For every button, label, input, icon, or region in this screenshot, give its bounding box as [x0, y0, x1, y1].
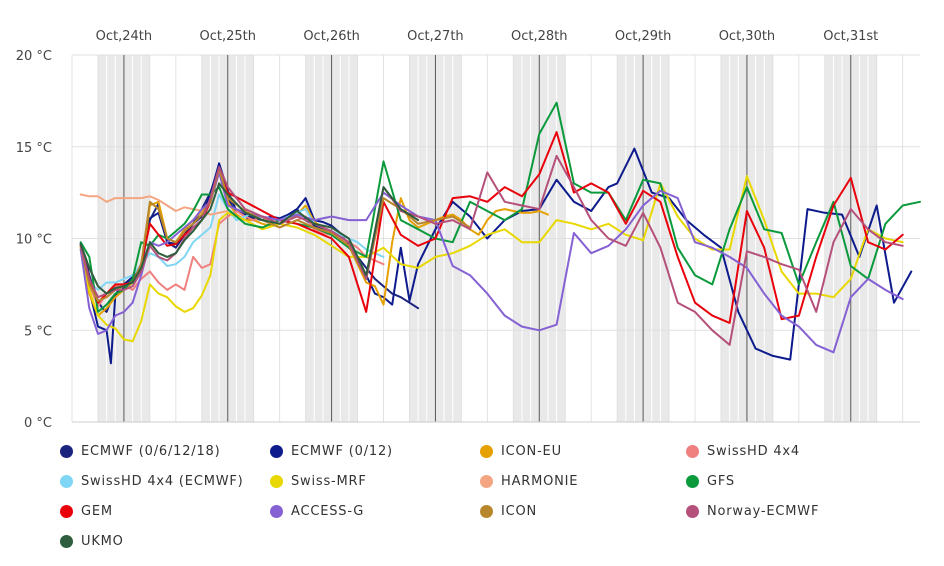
- legend-label: Norway-ECMWF: [707, 503, 820, 519]
- x-tick-label: Oct,26th: [303, 29, 360, 44]
- legend-color-dot: [270, 474, 283, 488]
- legend-color-dot: [60, 534, 73, 548]
- legend-item[interactable]: UKMO: [60, 530, 124, 552]
- legend-color-dot: [270, 444, 283, 458]
- x-tick-label: Oct,28th: [511, 29, 568, 44]
- y-tick-label: 0 °C: [24, 416, 52, 430]
- temperature-chart: 0 °C 5 °C 10 °C 15 °C 20 °C Oct,24th Oct,25th…: [16, 29, 921, 430]
- x-tick-label: Oct,24th: [96, 29, 153, 44]
- legend-item[interactable]: ICON-EU: [480, 440, 562, 462]
- x-tick-label: Oct,31st: [823, 29, 878, 44]
- legend-color-dot: [686, 504, 699, 518]
- legend-color-dot: [270, 504, 283, 518]
- legend-label: UKMO: [81, 533, 124, 549]
- legend-label: HARMONIE: [501, 473, 579, 489]
- y-tick-label: 20 °C: [16, 49, 52, 64]
- series-lines: [79, 101, 921, 365]
- legend-label: ICON: [501, 503, 538, 519]
- legend-color-dot: [60, 504, 73, 518]
- legend-item[interactable]: ACCESS-G: [270, 500, 364, 522]
- y-tick-label: 15 °C: [16, 141, 52, 156]
- legend-label: GEM: [81, 503, 113, 519]
- legend-item[interactable]: GFS: [686, 470, 735, 492]
- legend-color-dot: [60, 444, 73, 458]
- legend-label: GFS: [707, 473, 735, 489]
- legend-color-dot: [480, 444, 493, 458]
- legend-color-dot: [686, 444, 699, 458]
- y-tick-label: 10 °C: [16, 233, 52, 248]
- legend-label: ECMWF (0/6/12/18): [81, 443, 221, 459]
- legend-item[interactable]: ICON: [480, 500, 537, 522]
- x-tick-label: Oct,27th: [407, 29, 464, 44]
- series-line-ukmo: [79, 182, 420, 295]
- legend-item[interactable]: Norway-ECMWF: [686, 500, 819, 522]
- legend-label: Swiss-MRF: [291, 473, 367, 489]
- legend-label: ICON-EU: [501, 443, 562, 459]
- legend-label: SwissHD 4x4: [707, 443, 800, 459]
- legend-label: ACCESS-G: [291, 503, 365, 519]
- x-tick-label: Oct,29th: [615, 29, 672, 44]
- y-tick-label: 5 °C: [24, 324, 52, 339]
- legend-item[interactable]: SwissHD 4x4 (ECMWF): [60, 470, 244, 492]
- legend-label: ECMWF (0/12): [291, 443, 393, 459]
- legend-label: SwissHD 4x4 (ECMWF): [81, 473, 244, 489]
- x-tick-label: Oct,25th: [200, 29, 257, 44]
- legend-item[interactable]: HARMONIE: [480, 470, 578, 492]
- legend-color-dot: [686, 474, 699, 488]
- x-axis-labels: Oct,24th Oct,25th Oct,26th Oct,27th Oct,28th…: [96, 29, 879, 44]
- legend-item[interactable]: ECMWF (0/12): [270, 440, 393, 462]
- legend-item[interactable]: ECMWF (0/6/12/18): [60, 440, 220, 462]
- grid-lines: [71, 54, 920, 423]
- legend-color-dot: [480, 474, 493, 488]
- legend-item[interactable]: GEM: [60, 500, 113, 522]
- series-line-norway-ecmwf: [79, 154, 904, 346]
- legend-item[interactable]: SwissHD 4x4: [686, 440, 800, 462]
- legend-color-dot: [480, 504, 493, 518]
- series-line-gfs: [79, 101, 921, 313]
- series-line-gem: [79, 131, 904, 324]
- x-tick-label: Oct,30th: [719, 29, 776, 44]
- legend-item[interactable]: Swiss-MRF: [270, 470, 367, 492]
- y-axis-labels: 0 °C 5 °C 10 °C 15 °C 20 °C: [16, 49, 52, 430]
- legend-color-dot: [60, 474, 73, 488]
